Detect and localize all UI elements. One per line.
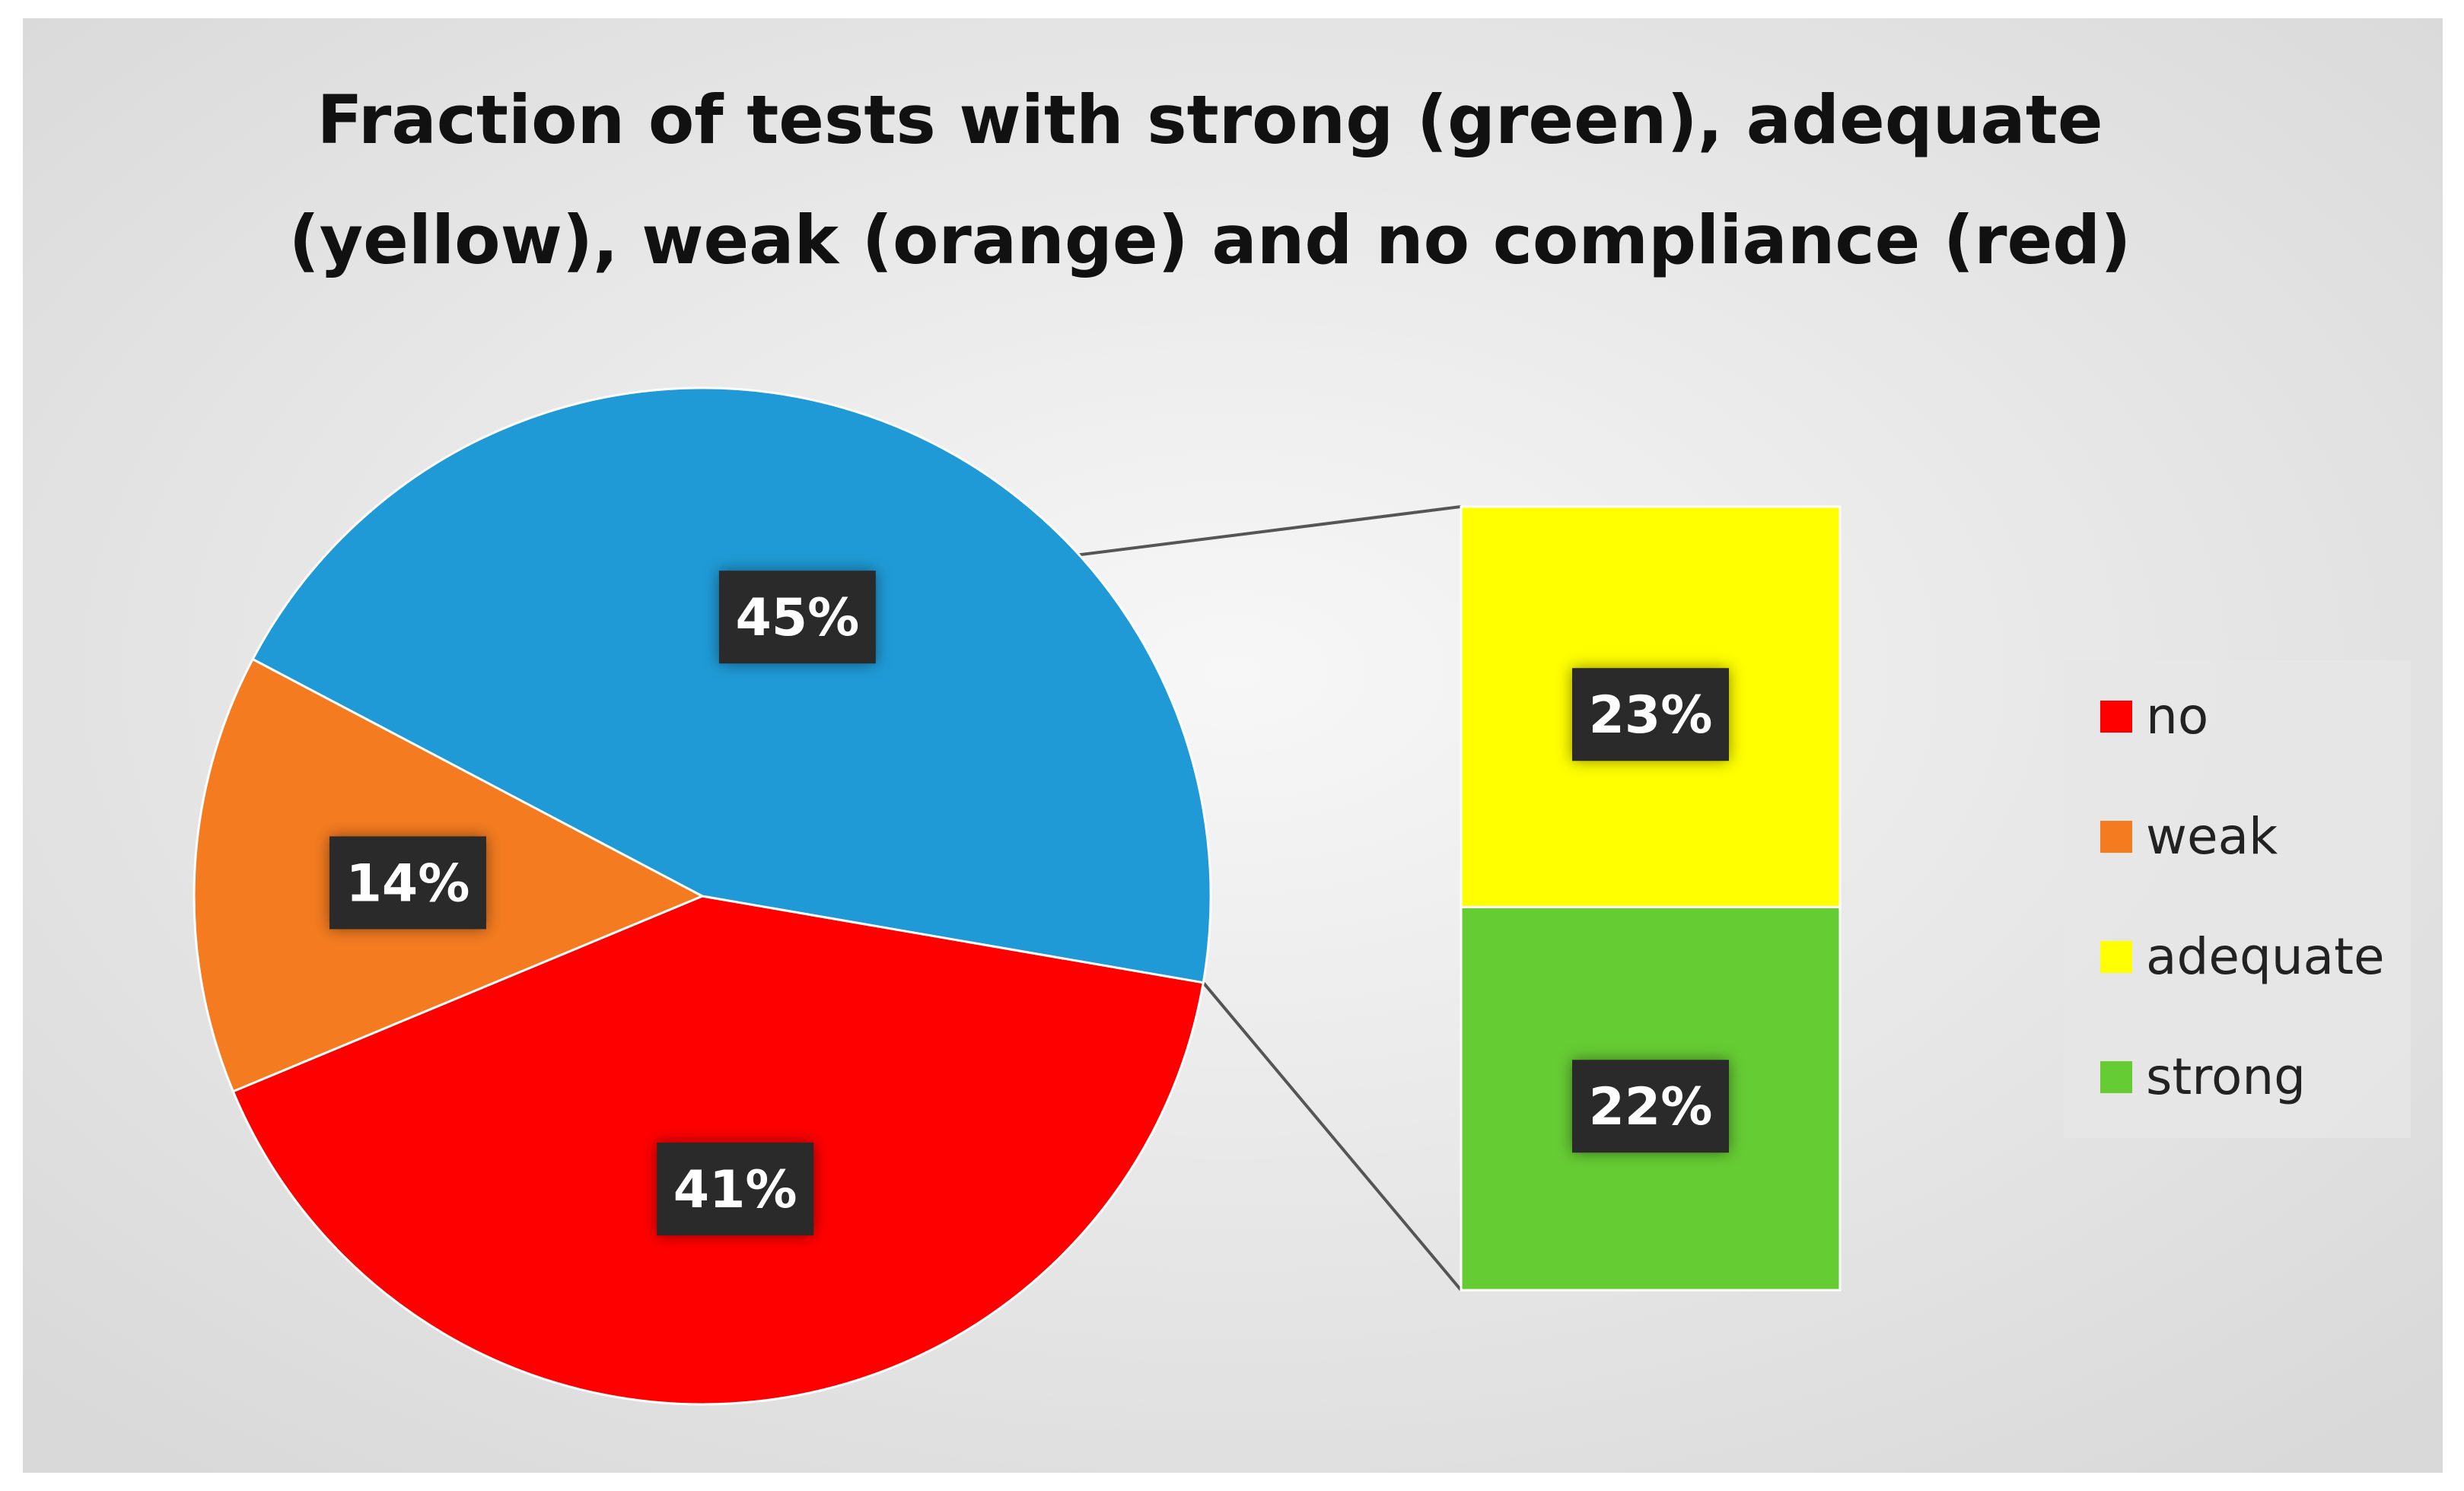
data-label-box-pie-other (718, 571, 876, 664)
data-label-text-bar-adequate: 23% (1589, 685, 1713, 746)
data-label-pie-weak: 14% (329, 836, 486, 930)
legend-swatch-strong (2100, 1061, 2132, 1093)
legend-swatch-no (2100, 701, 2132, 733)
data-label-box-pie-weak (329, 836, 486, 930)
data-label-box-pie-no (657, 1143, 814, 1236)
legend-box (2064, 660, 2411, 1138)
legend-swatch-adequate (2100, 941, 2132, 973)
bar-of-pie (1460, 505, 1842, 1292)
data-label-pie-other: 45% (718, 571, 876, 664)
legend-label-weak: weak (2146, 807, 2278, 866)
data-label-text-pie-weak: 14% (346, 854, 470, 914)
data-label-box-bar-adequate (1572, 668, 1729, 761)
legend-label-strong: strong (2146, 1048, 2306, 1106)
legend-item-no: no (2100, 687, 2208, 746)
legend: no weak adequate strong (2064, 660, 2411, 1138)
data-label-box-bar-strong (1572, 1060, 1729, 1153)
legend-label-adequate: adequate (2146, 927, 2385, 986)
data-label-text-bar-strong: 22% (1589, 1077, 1713, 1137)
data-label-bar-adequate: 23% (1572, 668, 1729, 761)
data-label-text-pie-no: 41% (673, 1160, 797, 1220)
legend-item-strong: strong (2100, 1048, 2306, 1106)
data-label-pie-no: 41% (657, 1143, 814, 1236)
pie-slice-other (251, 386, 1212, 984)
connector-line-bottom (1202, 981, 1463, 1292)
legend-item-adequate: adequate (2100, 927, 2385, 986)
data-label-bar-strong: 22% (1572, 1060, 1729, 1153)
data-labels: 41% 14% 45% 23% 22% (329, 571, 1729, 1236)
legend-swatch-weak (2100, 821, 2132, 853)
data-label-text-pie-other: 45% (735, 588, 859, 648)
legend-label-no: no (2146, 687, 2208, 746)
chart-title-line-1: Fraction of tests with strong (green), a… (317, 81, 2103, 159)
legend-item-weak: weak (2100, 807, 2278, 866)
chart-title-line-2: (yellow), weak (orange) and no complianc… (289, 201, 2131, 279)
